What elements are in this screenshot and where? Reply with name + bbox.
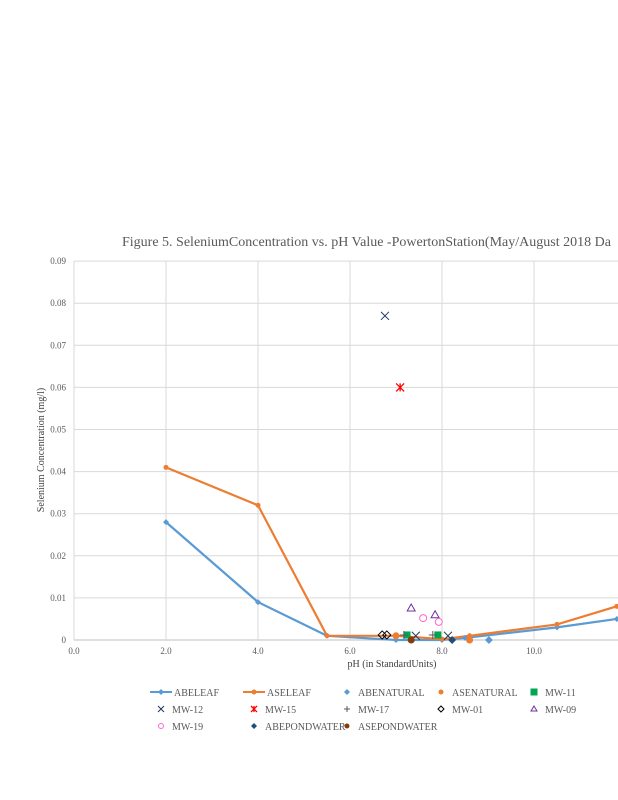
- legend-label: ABENATURAL: [358, 688, 425, 699]
- legend-item-abepondwater: ABEPONDWATER: [251, 722, 346, 733]
- legend-label: MW-01: [452, 705, 483, 716]
- data-point-asenatural: [466, 636, 474, 644]
- y-tick-label: 0: [62, 635, 67, 645]
- y-tick-label: 0.03: [50, 509, 66, 519]
- legend-item-mw-17: MW-17: [344, 705, 389, 716]
- x-tick-label: 10.0: [526, 646, 542, 656]
- legend-marker: [530, 688, 538, 696]
- x-tick-label: 2.0: [160, 646, 172, 656]
- x-axis-label: pH (in StandardUnits): [348, 659, 437, 670]
- data-point-aseleaf: [255, 502, 261, 508]
- y-tick-label: 0.09: [50, 256, 66, 266]
- legend-label: MW-09: [545, 705, 576, 716]
- data-point-mw-01: [377, 630, 387, 640]
- data-point-mw-01: [382, 630, 392, 640]
- data-point-mw-09: [406, 602, 417, 612]
- legend-marker: [158, 723, 164, 729]
- legend-label: MW-15: [265, 705, 296, 716]
- legend-marker: [344, 723, 350, 729]
- legend-marker: [157, 705, 165, 713]
- y-tick-label: 0.01: [50, 593, 66, 603]
- x-tick-label: 0.0: [68, 646, 80, 656]
- legend-marker: [437, 705, 445, 713]
- x-tick-label: 6.0: [344, 646, 356, 656]
- series-line-aseleaf: [165, 466, 618, 641]
- data-point-mw-17: [399, 630, 408, 639]
- data-point-abeleaf: [255, 599, 261, 606]
- data-point-mw-09: [430, 609, 440, 619]
- legend-item-mw-11: MW-11: [530, 688, 576, 699]
- data-point-abeleaf: [613, 615, 618, 622]
- legend-label: ASENATURAL: [452, 688, 518, 699]
- y-axis-label: Selenium Concentration (mg/l): [36, 388, 47, 512]
- legend-label: ASELEAF: [267, 688, 311, 699]
- data-point-aseleaf: [163, 464, 169, 470]
- data-point-mw-19: [434, 617, 443, 626]
- data-point-aseleaf: [324, 633, 330, 639]
- legend-label: MW-19: [172, 722, 203, 733]
- legend-item-asepondwater: ASEPONDWATER: [344, 722, 438, 733]
- legend-label: ABEPONDWATER: [265, 722, 346, 733]
- legend-marker: [250, 705, 258, 713]
- legend-label: ABELEAF: [174, 688, 219, 699]
- series-line-abeleaf: [165, 521, 617, 642]
- legend-item-mw-09: MW-09: [530, 705, 576, 716]
- legend-label: ASEPONDWATER: [358, 722, 438, 733]
- data-point-aseleaf: [614, 603, 618, 609]
- y-tick-label: 0.04: [50, 467, 66, 477]
- legend-label: MW-12: [172, 705, 203, 716]
- data-point-abenatural: [484, 636, 493, 644]
- data-point-asenatural: [392, 632, 400, 640]
- x-tick-label: 4.0: [252, 646, 264, 656]
- legend-marker: [438, 689, 444, 695]
- data-point-mw-17: [428, 630, 437, 639]
- legend-item-mw-12: MW-12: [157, 705, 203, 716]
- legend-marker: [344, 706, 350, 712]
- legend-item-asenatural: ASENATURAL: [438, 688, 518, 699]
- data-point-mw-11: [434, 631, 442, 639]
- y-tick-label: 0.06: [50, 382, 66, 392]
- data-point-mw-19: [419, 614, 428, 623]
- y-tick-label: 0.07: [50, 340, 66, 350]
- data-point-mw-15: [395, 382, 405, 392]
- legend-label: MW-11: [545, 688, 576, 699]
- legend-item-abeleaf: ABELEAF: [150, 688, 219, 699]
- legend-label: MW-17: [358, 705, 389, 716]
- data-point-aseleaf: [554, 621, 560, 627]
- legend-marker: [158, 689, 164, 695]
- legend-marker: [251, 689, 257, 695]
- data-point-asepondwater: [407, 636, 415, 644]
- legend-item-abenatural: ABENATURAL: [344, 688, 425, 699]
- chart-title: Figure 5. SeleniumConcentration vs. pH V…: [122, 235, 612, 250]
- data-point-mw-12: [380, 311, 390, 321]
- y-tick-label: 0.02: [50, 551, 66, 561]
- legend-item-mw-19: MW-19: [158, 722, 203, 733]
- legend-item-aseleaf: ASELEAF: [243, 688, 311, 699]
- legend-marker: [251, 723, 257, 729]
- x-tick-label: 8.0: [436, 646, 448, 656]
- legend-item-mw-15: MW-15: [250, 705, 296, 716]
- data-point-abeleaf: [163, 519, 169, 526]
- y-tick-label: 0.05: [50, 425, 66, 435]
- legend-marker: [530, 705, 538, 712]
- legend-item-mw-01: MW-01: [437, 705, 483, 716]
- y-tick-label: 0.08: [50, 298, 66, 308]
- data-point-abepondwater: [448, 636, 457, 644]
- legend-marker: [344, 689, 350, 695]
